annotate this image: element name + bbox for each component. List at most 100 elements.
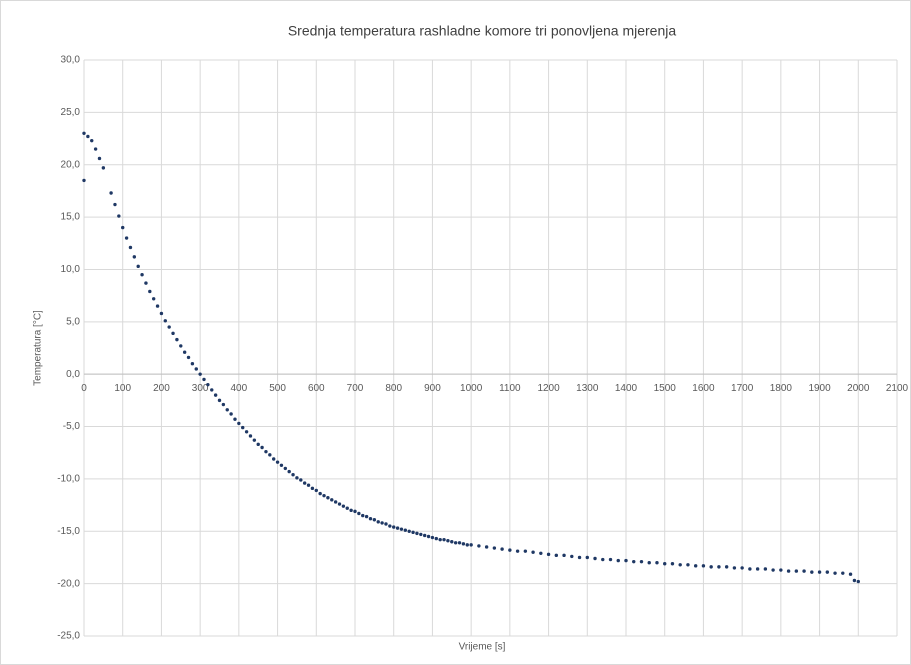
x-tick-label: 700 bbox=[347, 383, 364, 394]
y-tick-label: -15,0 bbox=[57, 526, 80, 537]
point bbox=[484, 545, 489, 549]
point bbox=[299, 478, 303, 482]
point bbox=[287, 469, 291, 474]
y-tick-label: 30,0 bbox=[61, 55, 81, 66]
point bbox=[755, 567, 760, 571]
point bbox=[701, 564, 706, 568]
point bbox=[283, 466, 288, 471]
point bbox=[407, 529, 411, 533]
y-tick-label: 0,0 bbox=[66, 369, 80, 380]
point bbox=[364, 514, 369, 519]
x-tick-label: 1300 bbox=[576, 383, 599, 394]
point bbox=[395, 526, 400, 530]
x-tick-label: 1600 bbox=[692, 383, 715, 394]
point bbox=[136, 264, 140, 269]
point bbox=[450, 540, 454, 544]
point bbox=[469, 543, 473, 547]
point bbox=[101, 166, 106, 170]
point bbox=[709, 565, 713, 569]
point bbox=[740, 566, 744, 570]
x-tick-label: 1700 bbox=[731, 383, 754, 394]
point bbox=[291, 473, 295, 477]
point bbox=[388, 524, 392, 528]
point bbox=[345, 506, 349, 510]
point bbox=[457, 541, 462, 545]
x-tick-label: 1000 bbox=[460, 383, 483, 394]
point bbox=[302, 481, 307, 485]
point bbox=[601, 557, 605, 562]
point bbox=[771, 568, 775, 572]
point bbox=[384, 522, 388, 526]
point bbox=[221, 402, 226, 407]
point bbox=[748, 567, 752, 571]
point bbox=[786, 569, 791, 573]
x-tick-label: 400 bbox=[231, 383, 248, 394]
point bbox=[724, 565, 729, 569]
point bbox=[593, 556, 597, 561]
point bbox=[128, 245, 133, 250]
x-tick-label: 200 bbox=[153, 383, 170, 394]
point bbox=[647, 560, 651, 565]
point bbox=[268, 453, 272, 457]
point bbox=[802, 569, 806, 573]
point bbox=[306, 483, 311, 487]
y-tick-label: -5,0 bbox=[63, 421, 81, 432]
y-tick-label: 25,0 bbox=[61, 107, 81, 118]
point bbox=[639, 559, 644, 564]
point bbox=[86, 134, 90, 139]
point bbox=[217, 398, 222, 403]
point bbox=[159, 311, 164, 316]
point bbox=[117, 214, 121, 218]
point bbox=[577, 555, 582, 560]
point bbox=[422, 533, 427, 538]
point bbox=[318, 491, 322, 496]
point bbox=[554, 553, 559, 558]
point bbox=[229, 412, 233, 416]
point bbox=[833, 571, 837, 575]
point bbox=[97, 156, 102, 161]
point bbox=[151, 297, 156, 301]
point bbox=[333, 500, 338, 504]
x-tick-label: 0 bbox=[81, 383, 87, 394]
y-tick-label: -10,0 bbox=[57, 474, 80, 485]
point bbox=[279, 463, 284, 467]
y-tick-label: -20,0 bbox=[57, 578, 80, 589]
point bbox=[198, 372, 202, 376]
point bbox=[368, 517, 373, 521]
y-tick-label: 10,0 bbox=[61, 264, 81, 275]
point bbox=[779, 568, 783, 572]
point bbox=[322, 493, 326, 498]
point bbox=[585, 555, 589, 560]
y-tick-label: -25,0 bbox=[57, 631, 80, 642]
y-tick-label: 20,0 bbox=[61, 159, 81, 170]
point bbox=[434, 536, 438, 541]
point bbox=[260, 445, 264, 450]
point bbox=[403, 528, 408, 532]
point bbox=[144, 281, 148, 285]
x-tick-label: 1800 bbox=[770, 383, 793, 394]
point bbox=[210, 388, 214, 392]
point bbox=[237, 421, 241, 426]
point bbox=[608, 557, 613, 562]
point bbox=[465, 543, 469, 547]
x-tick-label: 1100 bbox=[499, 383, 521, 394]
point bbox=[206, 382, 210, 387]
x-tick-label: 1900 bbox=[808, 383, 831, 394]
point bbox=[655, 560, 659, 565]
point bbox=[256, 442, 260, 447]
point bbox=[562, 553, 566, 558]
point bbox=[670, 562, 675, 566]
point bbox=[419, 532, 423, 537]
point bbox=[426, 534, 431, 539]
point bbox=[182, 350, 187, 354]
point bbox=[852, 578, 857, 583]
point bbox=[82, 178, 86, 183]
x-tick-label: 100 bbox=[114, 383, 131, 394]
point bbox=[357, 511, 361, 516]
point bbox=[82, 131, 86, 136]
point bbox=[632, 559, 636, 564]
point bbox=[825, 570, 830, 574]
point bbox=[349, 508, 353, 513]
y-tick-label: 5,0 bbox=[66, 316, 80, 327]
point bbox=[810, 570, 814, 574]
